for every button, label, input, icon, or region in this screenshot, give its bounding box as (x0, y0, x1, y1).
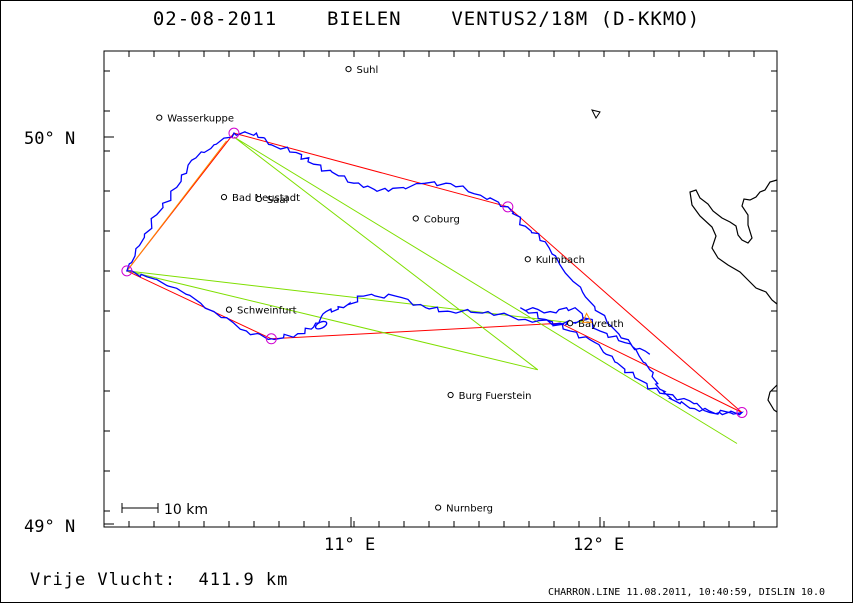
town-marker (156, 114, 163, 121)
town-marker (435, 504, 442, 511)
flight-track (125, 131, 744, 416)
town-label: Bayreuth (578, 319, 624, 330)
town-marker (447, 391, 454, 399)
optimized-route-line (126, 136, 738, 444)
thermal-loop (314, 320, 328, 330)
town-label: Kulmbach (536, 255, 585, 266)
lon-label: 11° E (324, 535, 375, 555)
lat-label: 50° N (24, 129, 75, 149)
start-triangle (581, 312, 593, 323)
turnpoint-markers (121, 127, 748, 418)
turnpoint-circle (121, 265, 133, 277)
lat-label: 49° N (24, 517, 75, 537)
start-leg (126, 140, 227, 272)
town-label: Saal (267, 195, 288, 206)
task-route-line (126, 132, 743, 413)
town-label: Bad Neustadt (232, 193, 300, 204)
lon-label: 12° E (573, 535, 624, 555)
town-marker (524, 256, 531, 263)
town-label: Burg Fuerstein (459, 391, 532, 402)
axis-ticks (104, 51, 777, 527)
optimized-route (126, 136, 738, 444)
flight-track-line (125, 131, 744, 416)
town-label: Wasserkuppe (167, 114, 234, 125)
town-label: Suhl (357, 65, 379, 76)
turnpoint-circle (228, 127, 240, 139)
flight-title: 02-08-2011 BIELEN VENTUS2/18M (D-KKMO) (152, 8, 701, 30)
country-border (591, 109, 778, 413)
plot-area (103, 50, 778, 528)
free-flight-distance: Vrije Vlucht: 411.9 km (30, 570, 289, 590)
town-marker (225, 306, 233, 313)
task-route (126, 132, 743, 413)
border-line-east (689, 179, 778, 305)
turnpoint-circle (265, 333, 277, 345)
scale-bar-label: 10 km (164, 502, 208, 518)
town-marker (567, 320, 574, 327)
town-label: Nurnberg (446, 504, 493, 515)
axis-labels: 50° N 49° N 11° E 12° E (24, 129, 624, 555)
footer-credits: CHARRON.LINE 11.08.2011, 10:40:59, DISLI… (548, 587, 825, 598)
border-line-south (767, 384, 778, 413)
scale-bar: 10 km (121, 502, 208, 518)
town-marker (255, 195, 262, 203)
town-marker (220, 194, 228, 201)
town-marker (412, 215, 419, 222)
town-marker (345, 66, 352, 73)
town-label: Schweinfurt (237, 306, 297, 317)
turnpoint-circle (736, 406, 748, 418)
start-leg-line (126, 140, 227, 272)
border-marker (591, 109, 601, 119)
turnpoint-circle (502, 201, 514, 213)
town-label: Coburg (424, 214, 460, 225)
